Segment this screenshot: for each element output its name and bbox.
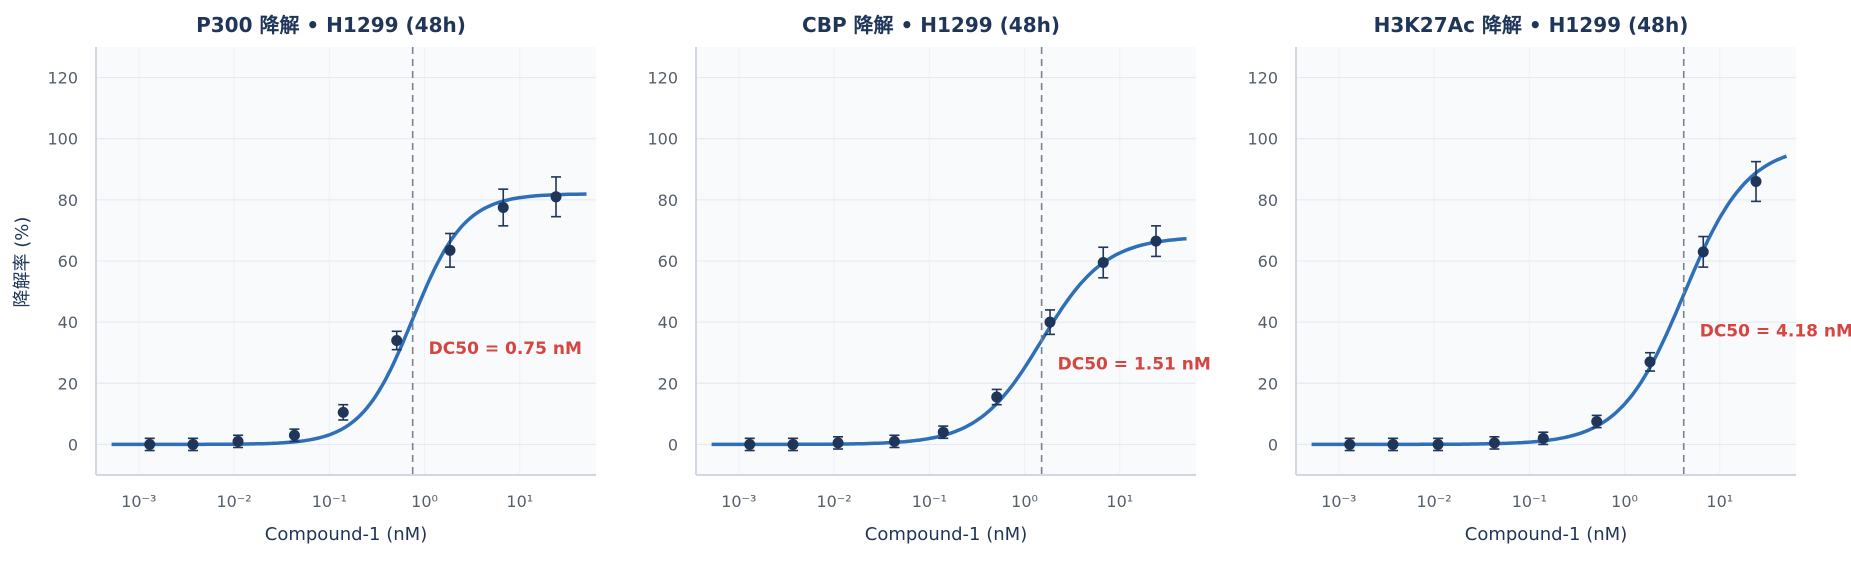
x-tick-label: 10¹ — [1106, 492, 1133, 511]
x-tick-label: 10¹ — [506, 492, 533, 511]
x-tick-label: 10¹ — [1706, 492, 1733, 511]
data-point — [497, 202, 509, 213]
x-tick-label: 10⁻² — [1416, 492, 1451, 511]
data-point — [444, 244, 456, 256]
x-tick-label: 10⁰ — [411, 492, 438, 511]
y-tick-label: 0 — [668, 435, 678, 454]
data-point — [787, 438, 799, 450]
panel-title: CBP 降解 • H1299 (48h) — [802, 13, 1060, 37]
x-tick-label: 10⁻² — [816, 492, 851, 511]
data-point — [1591, 416, 1603, 427]
x-axis-label: Compound-1 (nM) — [1465, 524, 1627, 545]
data-point — [337, 406, 349, 418]
y-tick-label: 120 — [1247, 69, 1278, 88]
y-tick-label: 60 — [1258, 252, 1278, 271]
dc50-label: DC50 = 4.18 nM — [1700, 322, 1851, 342]
y-tick-label: 60 — [658, 252, 678, 271]
data-point — [937, 426, 949, 438]
x-tick-label: 10⁻³ — [1321, 492, 1356, 511]
x-tick-label: 10⁻² — [216, 492, 251, 511]
data-point — [1387, 438, 1399, 450]
y-tick-label: 0 — [68, 435, 78, 454]
data-point — [744, 438, 756, 450]
dc50-label: DC50 = 0.75 nM — [429, 339, 582, 359]
y-tick-label: 20 — [58, 374, 78, 393]
panel-title: P300 降解 • H1299 (48h) — [196, 13, 466, 37]
y-tick-label: 40 — [58, 313, 78, 332]
x-tick-label: 10⁻¹ — [312, 492, 347, 511]
data-point — [991, 391, 1003, 403]
y-tick-label: 60 — [58, 252, 78, 271]
x-tick-label: 10⁻¹ — [912, 492, 947, 511]
data-point — [288, 429, 300, 441]
x-tick-label: 10⁰ — [1611, 492, 1638, 511]
data-point — [1697, 246, 1709, 258]
data-point — [1488, 437, 1500, 449]
x-axis-label: Compound-1 (nM) — [265, 524, 427, 545]
chart-panel-1: 0 20 40 60 80 100 120 10⁻³ 10⁻² 10⁻¹ 10⁰ 10¹ Compoun… — [47, 13, 596, 545]
x-axis-label: Compound-1 (nM) — [865, 524, 1027, 545]
y-tick-label: 80 — [58, 191, 78, 210]
y-tick-label: 120 — [47, 69, 78, 88]
chart-panel-2: 0 20 40 60 80 100 120 10⁻³ 10⁻² 10⁻¹ 10⁰ 10¹ Compoun… — [647, 13, 1210, 545]
x-tick-label: 10⁻¹ — [1512, 492, 1547, 511]
data-point — [391, 334, 403, 346]
y-tick-label: 80 — [658, 191, 678, 210]
dc50-label: DC50 = 1.51 nM — [1058, 355, 1211, 375]
data-point — [1644, 356, 1656, 368]
x-tick-label: 10⁻³ — [721, 492, 756, 511]
y-tick-label: 100 — [1247, 130, 1278, 149]
y-tick-label: 40 — [658, 313, 678, 332]
y-tick-label: 40 — [1258, 313, 1278, 332]
data-point — [144, 438, 156, 450]
data-point — [1150, 235, 1162, 247]
data-point — [1537, 432, 1549, 444]
data-point — [1750, 176, 1762, 188]
data-point — [232, 435, 244, 447]
data-point — [1097, 257, 1109, 269]
y-tick-label: 20 — [658, 374, 678, 393]
y-tick-label: 80 — [1258, 191, 1278, 210]
y-tick-label: 20 — [1258, 374, 1278, 393]
y-axis-label: 降解率 (%) — [12, 217, 33, 308]
data-point — [1432, 438, 1444, 450]
panel-title: H3K27Ac 降解 • H1299 (48h) — [1374, 13, 1689, 37]
data-point — [1044, 316, 1056, 328]
data-point — [888, 435, 900, 447]
y-tick-label: 100 — [647, 130, 678, 149]
x-tick-label: 10⁰ — [1011, 492, 1038, 511]
x-tick-label: 10⁻³ — [121, 492, 156, 511]
data-point — [550, 191, 562, 203]
chart-panel-3: 0 20 40 60 80 100 120 10⁻³ 10⁻² 10⁻¹ 10⁰ 10¹ Compoun… — [1247, 13, 1851, 545]
y-tick-label: 120 — [647, 69, 678, 88]
y-tick-label: 100 — [47, 130, 78, 149]
y-tick-label: 0 — [1268, 435, 1278, 454]
data-point — [1344, 438, 1356, 450]
data-point — [187, 438, 199, 450]
data-point — [832, 437, 844, 449]
